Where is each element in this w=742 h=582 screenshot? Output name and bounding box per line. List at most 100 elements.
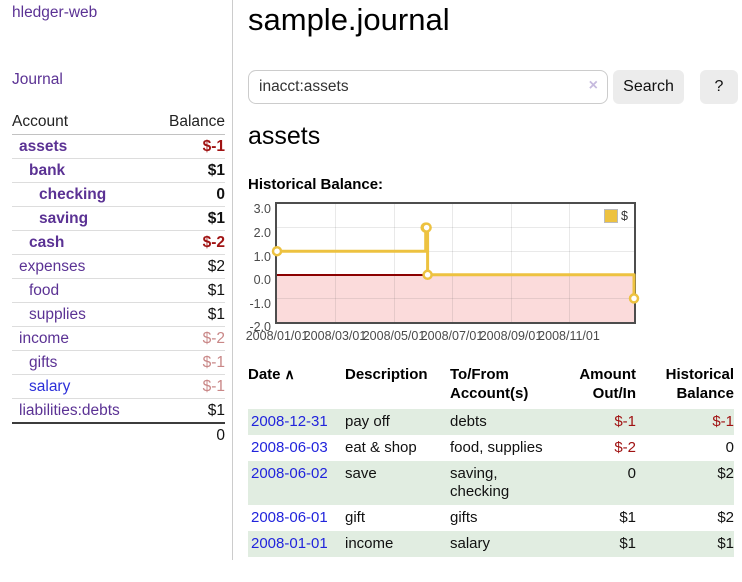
account-row-checking: checking 0: [12, 183, 225, 207]
balance-line-svg: [271, 222, 640, 304]
data-point: [628, 293, 640, 304]
amount-cell: $-2: [614, 439, 636, 456]
account-link-income[interactable]: income: [19, 329, 69, 347]
account-link-checking[interactable]: checking: [39, 185, 107, 203]
sidebar: hledger-web Journal Account Balance asse…: [0, 0, 232, 582]
page-title: sample.journal: [248, 2, 450, 37]
search-input[interactable]: [248, 70, 608, 104]
accounts-total: 0: [12, 422, 225, 448]
tick-label: 2008/07/01: [420, 329, 484, 343]
tick-label: 2008/03/01: [303, 329, 367, 343]
gridline: [277, 298, 634, 299]
date-link[interactable]: 2008-06-02: [251, 465, 328, 482]
account-balance: $-1: [202, 137, 225, 155]
data-point: [422, 269, 433, 281]
col-amount-header: Amount Out/In: [579, 366, 636, 402]
description-cell: eat & shop: [345, 439, 417, 456]
account-balance: $-2: [202, 329, 225, 347]
account-balance: $-2: [202, 233, 225, 251]
negative-region: [277, 275, 634, 322]
search-box: ×: [248, 70, 608, 104]
gridline: [511, 204, 512, 322]
accounts-cell: salary: [450, 535, 491, 552]
account-row-saving: saving $1: [12, 207, 225, 231]
description-cell: save: [345, 465, 377, 482]
col-date-header[interactable]: Date ∧: [248, 366, 295, 383]
account-link-liabilities-debts[interactable]: liabilities:debts: [19, 401, 120, 419]
accounts-total-value: 0: [216, 427, 225, 444]
account-row-expenses: expenses $2: [12, 255, 225, 279]
amount-cell: $1: [619, 535, 636, 552]
account-row-liabilities-debts: liabilities:debts $1: [12, 399, 225, 422]
account-row-assets: assets $-1: [12, 135, 225, 159]
accounts-cell: food, supplies: [450, 439, 543, 456]
accounts-table: Account Balance assets $-1 bank $1 check…: [12, 106, 225, 448]
tick-label: -2.0: [249, 320, 271, 334]
balance-cell: $1: [717, 535, 734, 552]
account-balance: $-1: [202, 353, 225, 371]
legend-label: $: [621, 209, 628, 223]
date-link[interactable]: 2008-01-01: [251, 535, 328, 552]
brand-link[interactable]: hledger-web: [12, 4, 98, 21]
account-row-salary: salary $-1: [12, 375, 225, 399]
tick-label: 1.0: [253, 250, 271, 264]
description-cell: pay off: [345, 413, 390, 430]
account-balance: $1: [207, 305, 225, 323]
tick-label: 3.0: [253, 202, 271, 216]
account-row-food: food $1: [12, 279, 225, 303]
accounts-header-balance: Balance: [168, 113, 225, 130]
balance-chart: 3.0 2.0 1.0 0.0 -1.0 -2.0 $: [233, 198, 742, 350]
account-row-income: income $-2: [12, 327, 225, 351]
account-balance: $2: [207, 257, 225, 275]
tick-label: 2008/05/01: [362, 329, 426, 343]
search-button[interactable]: Search: [613, 70, 684, 104]
register-row: 2008-12-31 pay off debts $-1 $-1: [248, 409, 734, 435]
help-button[interactable]: ?: [700, 70, 738, 104]
tick-label: 2008/09/01: [479, 329, 543, 343]
main-content: sample.journal × Search ? assets Histori…: [233, 0, 742, 582]
balance-line-path: [277, 226, 636, 299]
account-row-gifts: gifts $-1: [12, 351, 225, 375]
account-row-cash: cash $-2: [12, 231, 225, 255]
date-link[interactable]: 2008-06-01: [251, 509, 328, 526]
gridline: [394, 204, 395, 322]
nav-journal-link[interactable]: Journal: [12, 71, 63, 88]
register-row: 2008-06-03 eat & shop food, supplies $-2…: [248, 435, 734, 461]
account-row-supplies: supplies $1: [12, 303, 225, 327]
account-link-assets[interactable]: assets: [19, 137, 68, 155]
balance-cell: 0: [725, 439, 734, 456]
legend-swatch: [604, 209, 619, 223]
date-link[interactable]: 2008-12-31: [251, 413, 328, 430]
account-link-salary[interactable]: salary: [29, 377, 71, 395]
col-description-header: Description: [345, 366, 428, 383]
account-link-cash[interactable]: cash: [29, 233, 65, 251]
tick-label: 0.0: [253, 273, 271, 287]
balance-cell: $-1: [712, 413, 734, 430]
clear-search-icon[interactable]: ×: [588, 77, 598, 94]
register-row: 2008-06-01 gift gifts $1 $2: [248, 505, 734, 531]
data-point: [271, 245, 283, 257]
gridline: [452, 204, 453, 322]
account-link-gifts[interactable]: gifts: [29, 353, 58, 371]
gridline: [277, 251, 634, 252]
sort-ascending-icon: ∧: [284, 366, 295, 382]
chart-title: Historical Balance:: [248, 176, 384, 193]
register-header-row: Date ∧ Description To/From Account(s) Amo…: [248, 363, 734, 409]
account-link-saving[interactable]: saving: [39, 209, 89, 227]
sidebar-divider: [232, 0, 233, 560]
accounts-table-header: Account Balance: [12, 106, 225, 135]
gridline: [277, 227, 634, 228]
account-row-bank: bank $1: [12, 159, 225, 183]
account-link-expenses[interactable]: expenses: [19, 257, 86, 275]
tick-label: 2008/01/01: [245, 329, 309, 343]
account-balance: $-1: [202, 377, 225, 395]
amount-cell: $-1: [614, 413, 636, 430]
account-link-bank[interactable]: bank: [29, 161, 66, 179]
description-cell: income: [345, 535, 394, 552]
search-form: × Search ?: [248, 70, 738, 104]
gridline: [569, 204, 570, 322]
account-link-supplies[interactable]: supplies: [29, 305, 86, 323]
col-balance-header: Historical Balance: [665, 366, 734, 402]
date-link[interactable]: 2008-06-03: [251, 439, 328, 456]
account-link-food[interactable]: food: [29, 281, 60, 299]
